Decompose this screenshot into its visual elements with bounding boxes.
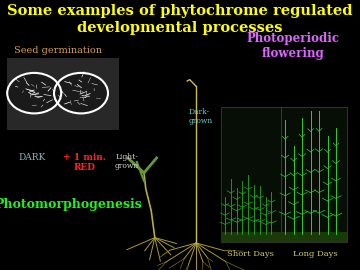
Bar [7,58,119,130]
Text: Light-
grown: Light- grown [114,153,139,170]
Text: Photomorphogenesis: Photomorphogenesis [0,198,142,211]
Bar [281,107,347,242]
Text: DARK: DARK [19,153,46,161]
Text: Photoperiodic
flowering: Photoperiodic flowering [247,32,340,60]
Circle shape [7,73,61,113]
Text: Long Days: Long Days [293,250,337,258]
Text: Seed germination: Seed germination [14,46,102,55]
Text: Some examples of phytochrome regulated
developmental processes: Some examples of phytochrome regulated d… [7,4,353,35]
Text: Dark-
grown: Dark- grown [189,108,213,125]
Bar [281,232,347,242]
Bar [221,232,281,242]
Bar [221,107,281,242]
Circle shape [54,73,108,113]
Text: Short Days: Short Days [227,250,274,258]
Text: + 1 min.
RED: + 1 min. RED [63,153,106,172]
